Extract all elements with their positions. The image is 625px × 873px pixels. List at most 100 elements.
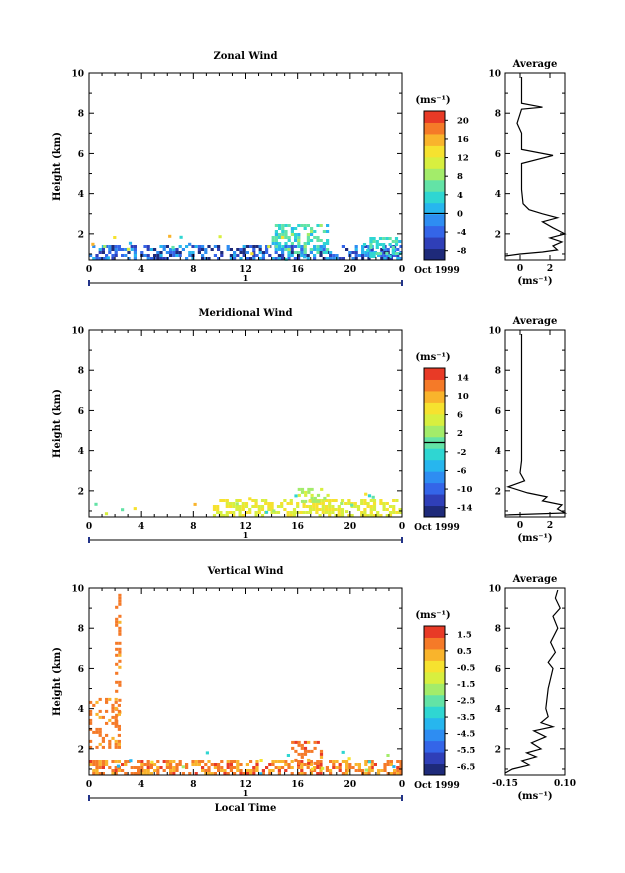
data-cell — [391, 240, 395, 243]
data-cell — [108, 739, 112, 743]
colorbar-tick-label: 10 — [457, 392, 469, 402]
data-cell — [306, 766, 310, 769]
data-cell — [226, 766, 230, 769]
data-cell — [345, 763, 349, 766]
data-cell — [369, 508, 373, 511]
data-cell — [89, 254, 93, 257]
data-cell — [130, 248, 134, 251]
data-cell — [117, 724, 121, 728]
data-cell — [239, 257, 243, 260]
data-cell — [188, 772, 192, 775]
data-cell — [307, 740, 311, 744]
data-cell — [399, 766, 403, 769]
data-cell — [133, 772, 137, 775]
data-cell — [284, 242, 288, 245]
data-cell — [294, 227, 298, 230]
colorbar: (ms⁻¹) -14 -10 -6 -2 2 6 10 14 — [415, 352, 472, 518]
data-cell — [280, 502, 284, 505]
data-cell — [297, 752, 301, 756]
data-cell — [197, 763, 201, 766]
data-cell — [300, 743, 304, 747]
data-cell — [369, 243, 373, 246]
data-cell — [354, 251, 358, 254]
data-cell — [106, 256, 110, 260]
data-cell — [363, 514, 367, 517]
data-cell — [375, 252, 379, 255]
data-cell — [367, 769, 371, 772]
average-profile-line — [504, 589, 561, 774]
data-cell — [121, 254, 125, 257]
data-cell — [276, 505, 281, 508]
data-cell — [255, 245, 259, 248]
data-cell — [207, 760, 211, 763]
data-cell — [354, 763, 358, 766]
data-cell — [368, 766, 372, 770]
data-cell — [383, 763, 387, 766]
data-cell — [274, 239, 278, 242]
data-cell — [393, 772, 397, 775]
data-cell — [294, 251, 298, 254]
data-cell — [357, 763, 361, 766]
data-cell — [212, 505, 217, 508]
data-cell — [385, 508, 389, 511]
data-cell — [111, 709, 115, 713]
data-cell — [399, 772, 403, 775]
data-cell — [303, 740, 308, 744]
data-cell — [114, 718, 118, 722]
data-cell — [188, 242, 192, 246]
data-cell — [268, 769, 272, 772]
colorbar-segment — [424, 763, 445, 776]
data-cell — [268, 254, 272, 257]
data-cell — [284, 233, 288, 236]
data-cell — [204, 248, 208, 251]
data-cell — [280, 235, 284, 239]
data-cell — [310, 767, 314, 771]
data-cell — [367, 772, 371, 775]
data-cell — [103, 245, 107, 248]
data-cell — [111, 721, 115, 725]
data-cell — [140, 760, 144, 763]
data-cell — [303, 227, 307, 230]
data-cell — [369, 252, 373, 255]
x-tick-label: 4 — [138, 780, 144, 790]
data-cell — [341, 750, 345, 754]
data-cell — [255, 763, 259, 766]
average-y-tick-label: 2 — [495, 230, 501, 240]
x-tick-label: 12 — [239, 780, 252, 790]
data-cell — [392, 505, 396, 508]
data-cell — [169, 769, 173, 772]
data-cell — [367, 494, 372, 498]
data-cell — [114, 715, 118, 719]
colorbar-segment — [424, 425, 445, 438]
data-cell — [297, 254, 301, 257]
data-cell — [268, 763, 272, 766]
data-cell — [252, 251, 256, 254]
average-frame — [504, 72, 566, 261]
colorbar-segment — [424, 248, 445, 261]
data-cell — [228, 502, 233, 505]
data-cell — [287, 248, 291, 251]
data-cell — [225, 511, 229, 514]
data-cell — [324, 508, 329, 511]
data-cell — [294, 239, 298, 242]
data-cell — [261, 254, 265, 257]
data-cell — [201, 248, 205, 251]
date-label: Oct 1999 — [414, 523, 460, 533]
data-cell — [319, 749, 324, 753]
data-cell — [326, 230, 330, 233]
data-cell — [117, 712, 121, 716]
data-cell — [396, 248, 400, 251]
data-cell — [105, 733, 109, 737]
data-cell — [274, 760, 278, 763]
data-cell — [356, 508, 361, 511]
data-cell — [169, 248, 173, 251]
data-cell — [281, 760, 285, 763]
data-cell — [294, 233, 298, 236]
data-cell — [328, 505, 332, 508]
data-cell — [293, 245, 297, 248]
data-cell — [140, 251, 144, 254]
data-cell — [191, 245, 195, 248]
data-cell — [274, 257, 278, 260]
data-cell — [115, 689, 119, 693]
data-cell — [175, 769, 179, 772]
